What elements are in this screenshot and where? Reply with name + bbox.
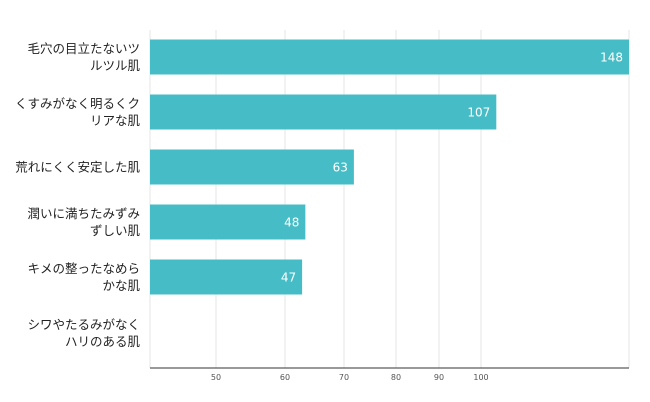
category-label: 毛穴の目立たないツルツル肌 xyxy=(27,41,140,73)
x-tick-label: 80 xyxy=(391,373,401,382)
bar xyxy=(150,204,306,240)
bar xyxy=(150,149,354,185)
grid-layer xyxy=(149,30,630,368)
bar xyxy=(150,39,629,75)
bar-value-label: 107 xyxy=(467,106,490,120)
category-label: 荒れにくく安定した肌 xyxy=(15,160,140,175)
category-label: シワやたるみがなくハリのある肌 xyxy=(27,317,140,349)
x-tick-label: 100 xyxy=(473,373,488,382)
bar xyxy=(150,94,497,130)
category-label: キメの整ったなめらかな肌 xyxy=(27,261,140,293)
bar xyxy=(150,259,303,295)
x-tick-label: 60 xyxy=(280,373,290,382)
category-label: 潤いに満ちたみずみずしい肌 xyxy=(27,206,140,238)
x-tick-label: 50 xyxy=(211,373,221,382)
tick-layer: 50 60 70 80 90 100 xyxy=(211,373,489,382)
bar-value-label: 63 xyxy=(333,161,348,175)
bar-value-label: 148 xyxy=(600,51,623,65)
bar-value-label: 47 xyxy=(281,271,296,285)
label-layer: 148 毛穴の目立たないツルツル肌 107 くすみがなく明るくクリアな肌 63 荒れにくく… xyxy=(15,41,623,349)
x-tick-label: 70 xyxy=(339,373,349,382)
x-tick-label: 90 xyxy=(434,373,444,382)
category-label: くすみがなく明るくクリアな肌 xyxy=(15,96,141,128)
bar-value-label: 48 xyxy=(284,216,299,230)
bar-layer xyxy=(150,39,629,295)
